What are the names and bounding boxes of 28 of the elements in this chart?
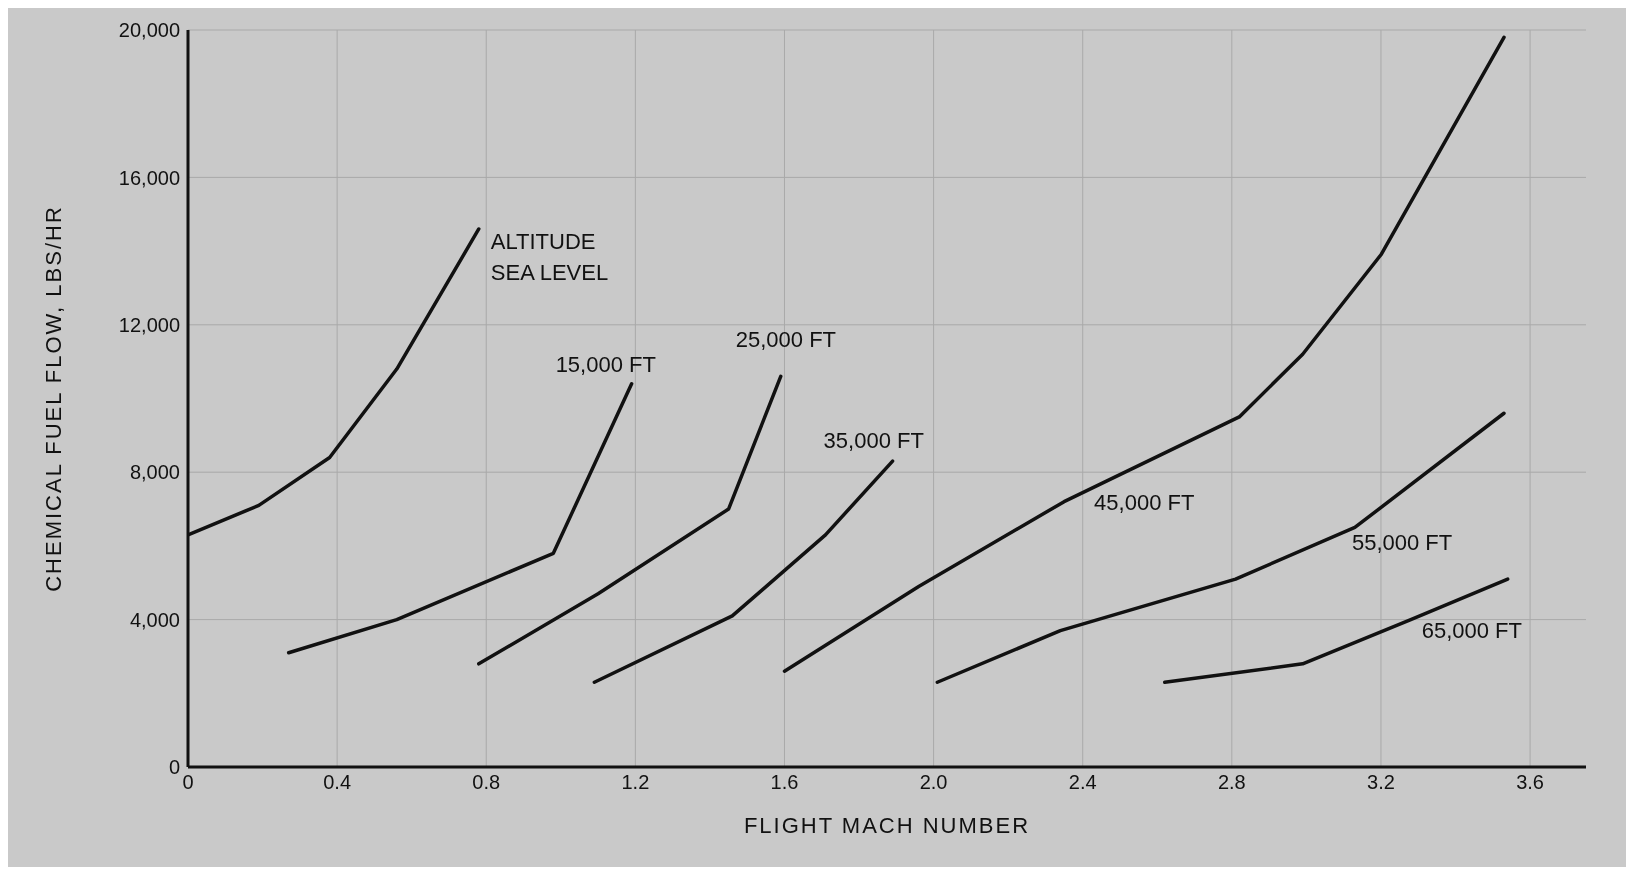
y-tick-label: 0 bbox=[168, 756, 180, 779]
line-series bbox=[592, 459, 895, 684]
x-tick-label: 2.0 bbox=[919, 771, 948, 794]
line-series bbox=[286, 382, 634, 655]
y-tick-label: 12,000 bbox=[118, 313, 180, 336]
y-tick-label: 4,000 bbox=[129, 608, 180, 631]
x-tick-label: 1.2 bbox=[621, 771, 650, 794]
y-tick-label: 20,000 bbox=[118, 19, 180, 42]
y-tick-label: 8,000 bbox=[129, 461, 180, 484]
x-tick-label: 3.6 bbox=[1516, 771, 1544, 794]
x-tick-label: 2.8 bbox=[1217, 771, 1246, 794]
x-tick-label: 1.6 bbox=[770, 771, 799, 794]
x-tick-label: 0 bbox=[182, 771, 194, 794]
x-tick-label: 0.4 bbox=[323, 771, 352, 794]
x-axis-title: FLIGHT MACH NUMBER bbox=[743, 813, 1031, 838]
y-axis-title: CHEMICAL FUEL FLOW, LBS/HR bbox=[40, 205, 66, 592]
series-label: ALTITUDE SEA LEVEL bbox=[490, 228, 609, 285]
series-label: 35,000 FT bbox=[823, 427, 924, 453]
series-label: 55,000 FT bbox=[1351, 530, 1453, 556]
x-tick-label: 2.4 bbox=[1068, 771, 1097, 794]
series-label: 45,000 FT bbox=[1094, 489, 1195, 515]
x-tick-label: 3.2 bbox=[1367, 771, 1395, 794]
series-label: 25,000 FT bbox=[735, 327, 837, 353]
line-series bbox=[477, 374, 783, 666]
series-label: 15,000 FT bbox=[555, 351, 656, 377]
x-tick-label: 0.8 bbox=[472, 771, 501, 794]
series-label: 65,000 FT bbox=[1421, 617, 1522, 643]
y-tick-label: 16,000 bbox=[118, 166, 180, 189]
